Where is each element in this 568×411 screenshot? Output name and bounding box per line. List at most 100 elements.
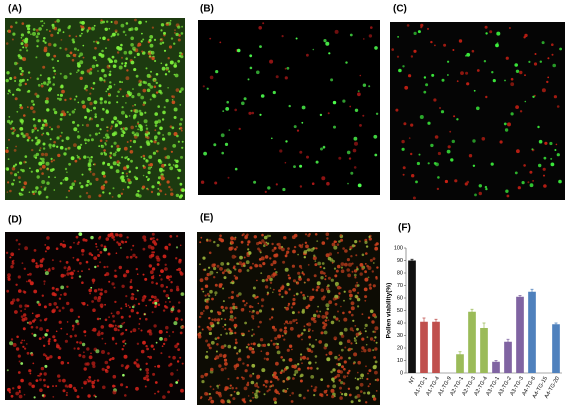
pollen-grain <box>65 196 68 199</box>
pollen-grain <box>356 394 361 398</box>
pollen-grain <box>125 76 130 81</box>
pollen-grain <box>532 180 534 182</box>
pollen-grain <box>352 319 355 322</box>
pollen-grain <box>230 246 234 250</box>
pollen-grain <box>235 387 238 390</box>
pollen-grain <box>135 267 138 271</box>
pollen-grain <box>216 318 221 322</box>
pollen-grain <box>135 386 139 391</box>
pollen-grain <box>293 294 296 297</box>
pollen-grain <box>232 305 236 310</box>
pollen-grain <box>105 90 108 93</box>
pollen-grain <box>20 310 22 312</box>
pollen-grain <box>140 329 143 332</box>
pollen-grain <box>253 180 257 184</box>
pollen-grain <box>130 159 133 163</box>
pollen-grain <box>320 147 323 151</box>
pollen-grain <box>317 261 322 266</box>
pollen-grain <box>234 248 237 251</box>
pollen-grain <box>364 277 369 282</box>
pollen-grain <box>137 122 140 125</box>
pollen-grain <box>81 281 84 285</box>
pollen-grain <box>11 182 15 186</box>
pollen-grain <box>52 66 55 69</box>
pollen-grain <box>64 147 68 151</box>
pollen-grain <box>361 350 363 353</box>
pollen-grain <box>35 28 39 32</box>
pollen-grain <box>41 394 45 397</box>
pollen-grain <box>51 309 56 314</box>
pollen-grain <box>249 66 253 70</box>
pollen-grain <box>41 294 44 297</box>
pollen-grain <box>164 193 167 196</box>
pollen-grain <box>113 141 117 145</box>
pollen-grain <box>344 392 348 397</box>
pollen-grain <box>299 379 303 383</box>
pollen-grain <box>358 240 361 243</box>
pollen-grain <box>168 243 171 246</box>
pollen-grain <box>157 176 161 180</box>
pollen-grain <box>119 147 121 150</box>
pollen-grain <box>357 371 359 374</box>
pollen-grain <box>128 170 131 173</box>
pollen-grain <box>232 266 236 270</box>
pollen-grain <box>82 124 84 126</box>
pollen-grain <box>180 32 184 35</box>
pollen-grain <box>202 310 205 312</box>
pollen-grain <box>177 309 181 313</box>
pollen-grain <box>218 364 222 368</box>
pollen-grain <box>95 64 99 67</box>
pollen-grain <box>92 327 97 332</box>
pollen-grain <box>340 334 345 338</box>
pollen-grain <box>255 311 260 315</box>
pollen-grain <box>50 160 53 163</box>
pollen-grain <box>264 190 267 193</box>
pollen-grain <box>28 321 32 325</box>
pollen-grain <box>93 379 96 382</box>
pollen-grain <box>145 304 147 307</box>
pollen-grain <box>326 393 329 397</box>
pollen-grain <box>74 55 77 58</box>
pollen-grain <box>229 329 233 333</box>
pollen-grain <box>52 159 56 162</box>
pollen-grain <box>36 175 40 179</box>
pollen-grain <box>5 78 9 83</box>
pollen-grain <box>7 277 11 281</box>
pollen-grain <box>148 264 152 268</box>
pollen-grain <box>338 240 341 243</box>
pollen-grain <box>42 147 46 150</box>
pollen-grain <box>81 100 85 104</box>
pollen-grain <box>135 256 138 259</box>
y-tick-label: 30 <box>397 333 403 339</box>
pollen-grain <box>163 31 166 35</box>
pollen-grain <box>403 122 407 126</box>
pollen-grain <box>68 113 72 116</box>
micrograph <box>197 232 380 405</box>
pollen-grain <box>328 52 331 55</box>
pollen-grain <box>159 169 163 173</box>
pollen-grain <box>326 384 330 388</box>
pollen-grain <box>118 120 123 125</box>
pollen-grain <box>357 183 362 188</box>
pollen-grain <box>43 378 46 382</box>
pollen-grain <box>154 112 158 116</box>
pollen-grain <box>41 123 46 127</box>
pollen-grain <box>126 156 128 158</box>
pollen-grain <box>374 326 379 331</box>
pollen-grain <box>427 162 430 165</box>
pollen-grain <box>79 76 83 81</box>
pollen-grain <box>330 78 334 82</box>
pollen-grain <box>17 354 21 358</box>
pollen-grain <box>139 145 143 149</box>
pollen-grain <box>268 234 272 238</box>
pollen-grain <box>234 341 238 345</box>
pollen-grain <box>338 354 341 357</box>
pollen-grain <box>365 245 369 248</box>
pollen-grain <box>547 57 550 60</box>
pollen-grain <box>98 330 101 333</box>
pollen-grain <box>209 289 213 294</box>
pollen-grain <box>58 297 62 300</box>
pollen-grain <box>346 339 351 344</box>
pollen-grain <box>352 289 354 291</box>
pollen-grain <box>46 108 50 112</box>
